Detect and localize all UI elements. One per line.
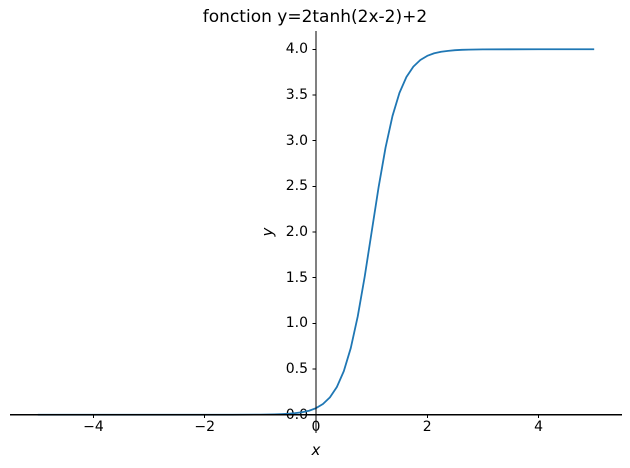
chart-title: fonction y=2tanh(2x-2)+2 [202, 7, 428, 27]
y-tick-label: 3.5 [285, 86, 308, 103]
x-tick-label: 4 [534, 419, 543, 436]
x-axis-label: x [311, 441, 321, 459]
y-tick-label: 2.5 [285, 178, 308, 195]
x-tick-label: 0 [311, 419, 321, 436]
y-tick-label: 3.0 [285, 132, 308, 149]
y-tick-label: 2.0 [285, 224, 308, 240]
y-axis-label: y [258, 227, 277, 237]
y-tick-label: 1.0 [285, 315, 308, 332]
y-tick-label: 0.0 [285, 406, 308, 423]
y-tick-label: 4.0 [285, 41, 308, 58]
y-tick-label: 1.5 [285, 269, 308, 286]
y-tick-label: 0.5 [285, 361, 308, 378]
x-tick-label: 2 [422, 419, 432, 436]
x-tick-label: −2 [194, 419, 216, 436]
x-tick-label: −4 [83, 419, 104, 436]
